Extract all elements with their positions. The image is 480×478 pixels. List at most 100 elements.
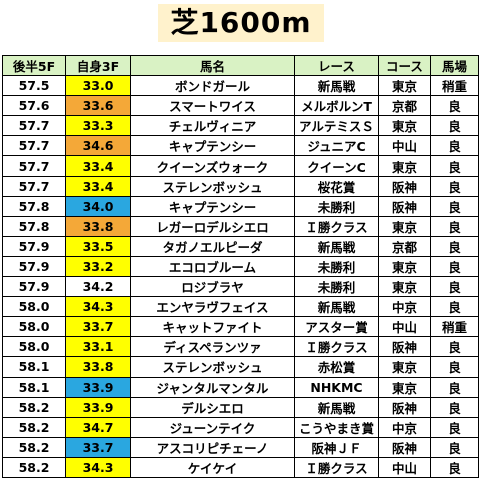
header-last-5f: 後半5F [2, 54, 66, 77]
cell-track-condition: 稍重 [430, 316, 479, 338]
cell-last-5f: 57.7 [2, 155, 66, 177]
cell-race: クイーンC [294, 155, 379, 177]
cell-last-5f: 58.1 [2, 356, 66, 378]
cell-horse-name: エコロブルーム [130, 255, 295, 278]
cell-track-condition: 良 [430, 336, 479, 358]
cell-horse-name: アスコリピチェーノ [130, 436, 295, 458]
cell-own-3f: 33.9 [65, 376, 131, 398]
table-row: 57.8 33.8 レガーロデルシエロ Ｉ勝クラス 東京良 [2, 215, 479, 237]
cell-race: 新馬戦 [294, 396, 379, 418]
table-row: 57.7 33.4 ステレンボッシュ 桜花賞 阪神良 [2, 175, 479, 197]
cell-track-condition: 良 [430, 195, 479, 217]
cell-course: 東京 [378, 155, 431, 177]
cell-horse-name: ケイケイ [130, 456, 295, 478]
header-horse-name: 馬名 [130, 54, 295, 77]
cell-last-5f: 58.2 [2, 416, 66, 438]
cell-last-5f: 58.2 [2, 396, 66, 418]
cell-track-condition: 良 [430, 115, 479, 137]
cell-course: 東京 [378, 276, 431, 298]
cell-track-condition: 良 [430, 175, 479, 197]
cell-track-condition: 良 [430, 135, 479, 157]
cell-course: 東京 [378, 215, 431, 237]
cell-own-3f: 33.2 [65, 255, 131, 278]
cell-course: 阪神 [378, 396, 431, 418]
cell-race: 未勝利 [294, 255, 379, 278]
cell-own-3f: 34.0 [65, 195, 131, 217]
table-row: 57.9 33.5 タガノエルピーダ 新馬戦 京都良 [2, 235, 479, 257]
cell-horse-name: ステレンボッシュ [130, 175, 295, 197]
cell-race: Ｉ勝クラス [294, 336, 379, 358]
cell-course: 東京 [378, 75, 431, 97]
cell-own-3f: 34.2 [65, 276, 131, 298]
cell-track-condition: 良 [430, 95, 479, 117]
cell-race: こうやまき賞 [294, 416, 379, 438]
cell-race: 未勝利 [294, 195, 379, 217]
cell-last-5f: 57.7 [2, 135, 66, 157]
table-row: 58.2 33.7 アスコリピチェーノ 阪神ＪＦ 阪神良 [2, 436, 479, 458]
cell-last-5f: 58.2 [2, 456, 66, 478]
cell-own-3f: 33.0 [65, 75, 131, 97]
cell-own-3f: 33.3 [65, 115, 131, 137]
cell-horse-name: チェルヴィニア [130, 115, 295, 137]
cell-own-3f: 33.1 [65, 336, 131, 358]
cell-race: 新馬戦 [294, 75, 379, 97]
cell-last-5f: 58.1 [2, 376, 66, 398]
table-row: 58.0 34.3 エンヤラヴフェイス 新馬戦 中京良 [2, 296, 479, 318]
header-track-condition: 馬場 [430, 54, 479, 77]
cell-race: 赤松賞 [294, 356, 379, 378]
cell-last-5f: 57.5 [2, 75, 66, 97]
cell-last-5f: 58.0 [2, 316, 66, 338]
cell-own-3f: 34.6 [65, 135, 131, 157]
table-row: 57.7 34.6 キャプテンシー ジュニアC 中山良 [2, 135, 479, 157]
cell-course: 中山 [378, 316, 431, 338]
cell-horse-name: エンヤラヴフェイス [130, 296, 295, 318]
cell-own-3f: 33.9 [65, 396, 131, 418]
cell-course: 阪神 [378, 336, 431, 358]
cell-horse-name: キャプテンシー [130, 195, 295, 217]
cell-race: Ｉ勝クラス [294, 215, 379, 237]
cell-last-5f: 58.0 [2, 296, 66, 318]
table-body: 57.5 33.0 ボンドガール 新馬戦 東京 稍重 57.6 33.6 スマートワイス メルボル… [2, 75, 479, 478]
cell-course: 中京 [378, 416, 431, 438]
cell-own-3f: 34.3 [65, 456, 131, 478]
cell-own-3f: 33.7 [65, 436, 131, 458]
table-row: 57.7 33.4 クイーンズウォーク クイーンC 東京良 [2, 155, 479, 177]
cell-horse-name: タガノエルピーダ [130, 235, 295, 257]
table-row: 57.7 33.3 チェルヴィニア アルテミスＳ 東京良 [2, 115, 479, 137]
cell-track-condition: 良 [430, 155, 479, 177]
results-table: 後半5F 自身3F 馬名 レース コース 馬場 57.5 33.0 ボンドガール 新馬… [2, 54, 479, 478]
cell-own-3f: 33.8 [65, 215, 131, 237]
cell-horse-name: ロジブラヤ [130, 276, 295, 298]
cell-horse-name: スマートワイス [130, 95, 295, 117]
cell-horse-name: ディスペランツァ [130, 336, 295, 358]
cell-horse-name: デルシエロ [130, 396, 295, 418]
cell-track-condition: 良 [430, 376, 479, 398]
cell-own-3f: 34.7 [65, 416, 131, 438]
cell-track-condition: 良 [430, 296, 479, 318]
cell-race: ジュニアC [294, 135, 379, 157]
header-race: レース [294, 54, 379, 77]
cell-race: メルボルンT [294, 95, 379, 117]
cell-track-condition: 良 [430, 416, 479, 438]
cell-last-5f: 57.9 [2, 235, 66, 257]
header-row: 後半5F 自身3F 馬名 レース コース 馬場 [2, 54, 479, 77]
cell-course: 東京 [378, 255, 431, 278]
cell-track-condition: 良 [430, 356, 479, 378]
cell-course: 東京 [378, 376, 431, 398]
cell-track-condition: 良 [430, 396, 479, 418]
cell-own-3f: 33.4 [65, 155, 131, 177]
cell-race: アルテミスＳ [294, 115, 379, 137]
cell-race: NHKMC [294, 376, 379, 398]
cell-track-condition: 良 [430, 235, 479, 257]
cell-horse-name: レガーロデルシエロ [130, 215, 295, 237]
cell-course: 中京 [378, 296, 431, 318]
cell-horse-name: ジャンタルマンタル [130, 376, 295, 398]
table-row: 58.2 33.9 デルシエロ 新馬戦 阪神良 [2, 396, 479, 418]
cell-race: 新馬戦 [294, 235, 379, 257]
cell-own-3f: 33.4 [65, 175, 131, 197]
cell-course: 阪神 [378, 195, 431, 217]
cell-last-5f: 57.9 [2, 255, 66, 278]
cell-horse-name: ステレンボッシュ [130, 356, 295, 378]
cell-race: 未勝利 [294, 276, 379, 298]
cell-course: 東京 [378, 356, 431, 378]
